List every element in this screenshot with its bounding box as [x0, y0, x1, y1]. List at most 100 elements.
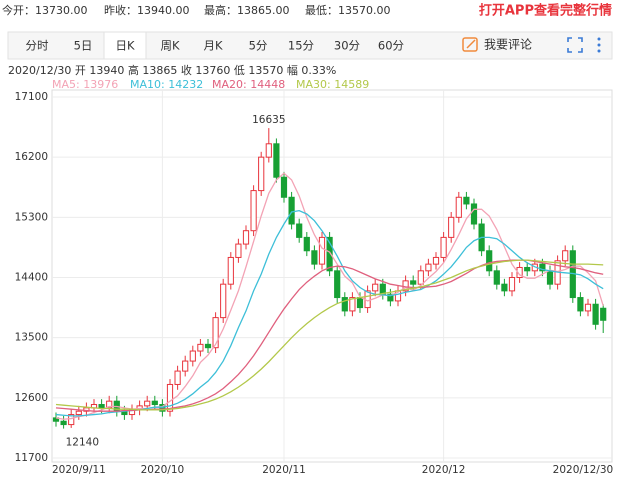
- max-annotation: 16635: [252, 114, 285, 126]
- tab[interactable]: 日K: [115, 39, 134, 53]
- candle-body: [159, 404, 166, 412]
- candle-body: [83, 407, 90, 412]
- tab[interactable]: 60分: [378, 39, 405, 53]
- legend-entry: MA5: 13976: [52, 78, 118, 91]
- ma-line: [55, 259, 604, 411]
- candle-body: [75, 410, 82, 416]
- candle-body: [296, 223, 303, 238]
- candle-body: [60, 420, 67, 426]
- candle-body: [463, 196, 470, 205]
- candle-body: [592, 303, 599, 325]
- candle-body: [311, 250, 318, 265]
- candle-body: [151, 400, 158, 406]
- candle-body: [166, 383, 174, 412]
- candle-body: [486, 250, 493, 272]
- candle-body: [349, 297, 356, 312]
- candle-body: [432, 256, 440, 265]
- candle-body: [258, 156, 265, 192]
- candle-body: [356, 297, 364, 309]
- comment-icon[interactable]: [462, 37, 478, 52]
- candle-body: [501, 283, 508, 292]
- candle-body: [379, 283, 386, 295]
- candle-body: [303, 236, 310, 252]
- candle-body: [144, 400, 151, 407]
- candle-body: [425, 263, 432, 272]
- active-tab: [103, 31, 147, 60]
- candle-body: [197, 343, 204, 352]
- candle-body: [516, 266, 523, 279]
- candle-body: [410, 280, 417, 285]
- candle-body: [600, 307, 607, 321]
- candle-body: [546, 270, 554, 285]
- candle-body: [288, 196, 295, 225]
- stat: 最低：13570.00: [305, 4, 391, 17]
- y-tick-label: 16200: [15, 151, 48, 163]
- fullscreen-icon[interactable]: [567, 37, 583, 53]
- candle-body: [577, 297, 584, 312]
- comment-button[interactable]: 我要评论: [484, 38, 532, 52]
- tab[interactable]: 5分: [249, 39, 268, 53]
- candle-body: [326, 236, 333, 272]
- candle-body: [448, 216, 455, 238]
- candle-body: [212, 317, 219, 349]
- candle-body: [455, 196, 462, 218]
- candle-body: [273, 143, 280, 178]
- candle-body: [417, 270, 424, 285]
- min-annotation: 12140: [66, 437, 99, 449]
- x-tick-label: 2020/9/11: [52, 464, 106, 476]
- stat: 今开：13730.00: [2, 3, 88, 17]
- candle-body: [250, 190, 257, 232]
- candle-body: [235, 243, 242, 258]
- candle-body: [242, 230, 250, 245]
- y-tick-label: 13500: [15, 332, 48, 344]
- candle-body: [68, 414, 75, 426]
- candle-body: [539, 263, 546, 272]
- legend-entry: MA10: 14232: [130, 78, 203, 91]
- ma-line: [55, 209, 604, 417]
- candle-body: [387, 293, 394, 302]
- ma-line: [55, 172, 604, 420]
- candle-body: [584, 303, 592, 312]
- tab[interactable]: 30分: [334, 39, 361, 53]
- x-tick-label: 2020/12: [422, 464, 466, 476]
- candle-body: [174, 370, 181, 385]
- candle-body: [265, 143, 272, 158]
- y-tick-label: 11700: [15, 452, 48, 464]
- candle-body: [470, 203, 478, 225]
- candle-body: [372, 283, 379, 292]
- legend-entry: MA30: 14589: [296, 78, 369, 91]
- tab[interactable]: 周K: [160, 39, 179, 53]
- tab[interactable]: 5日: [74, 39, 93, 53]
- tab[interactable]: 15分: [288, 39, 315, 53]
- candle-body: [341, 297, 348, 312]
- x-tick-label: 2020/12/30: [553, 464, 614, 476]
- y-tick-label: 17100: [15, 91, 48, 103]
- y-tick-label: 12600: [15, 392, 48, 404]
- candle-body: [280, 176, 288, 198]
- tab[interactable]: 月K: [203, 39, 222, 53]
- x-tick-label: 2020/10: [141, 464, 185, 476]
- candle-body: [334, 270, 341, 299]
- plot-frame: [51, 89, 613, 463]
- candle-body: [562, 250, 569, 262]
- more-icon[interactable]: [597, 37, 601, 53]
- candle-body: [106, 400, 113, 409]
- candle-body: [227, 256, 234, 285]
- x-tick-label: 2020/11: [262, 464, 306, 476]
- candle-body: [318, 236, 326, 265]
- candle-body: [440, 236, 447, 258]
- candle-body: [128, 409, 136, 416]
- candle-body: [182, 360, 189, 372]
- candle-body: [508, 277, 516, 292]
- stat: 昨收：13940.00: [104, 3, 190, 17]
- candle-body: [220, 283, 227, 319]
- info-line: 2020/12/30 开 13940 高 13865 收 13760 低 135…: [8, 63, 336, 77]
- ma-line: [55, 259, 604, 412]
- candle-body: [524, 266, 531, 272]
- stat: 最高：13865.00: [204, 3, 290, 17]
- candle-body: [493, 270, 500, 285]
- app-link[interactable]: 打开APP查看完整行情: [479, 3, 612, 19]
- tab[interactable]: 分时: [26, 39, 49, 53]
- legend-entry: MA20: 14448: [212, 78, 285, 91]
